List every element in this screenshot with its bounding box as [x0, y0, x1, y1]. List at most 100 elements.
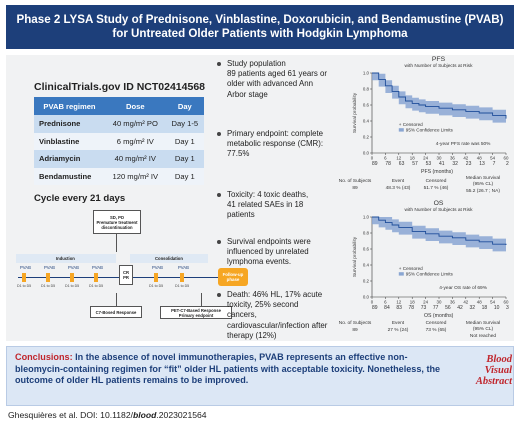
pfs-note: 4-year PFS rate was 50%	[436, 141, 491, 147]
os-y-tick-label: 0.8	[363, 231, 370, 236]
drug-dose: 6 mg/m² IV	[104, 132, 166, 150]
pfs-y-tick-label: 1.0	[363, 71, 370, 76]
pfs-x-tick-label: 48	[477, 156, 482, 161]
consolidation-label: Consolidation	[155, 256, 183, 261]
pfs-y-tick-label: 0.0	[363, 151, 370, 156]
os-stat-header: Median Survival (95% CL)	[465, 321, 501, 332]
drug-dose: 120 mg/m² IV	[104, 167, 166, 185]
pfs-subtitle: with Number of Subjects at Risk	[404, 64, 473, 69]
pfs-survival-curve	[372, 72, 507, 119]
pfs-legend-ci: 95% Confidence Limits	[406, 127, 454, 132]
pfs-legend-swatch	[398, 128, 404, 132]
follow-up-text: Follow-up phase	[222, 272, 244, 282]
pfs-stat-header: Event	[391, 179, 405, 184]
os-y-tick-label: 1.0	[363, 215, 370, 220]
os-stat-value: 27 % (24)	[387, 328, 409, 333]
citation-suffix: .2023021564	[156, 410, 207, 420]
header-title-line2: for Untreated Older Patients with Hodgki…	[112, 27, 408, 40]
os-survival-curve	[372, 216, 507, 245]
pfs-stat-header: Censored	[425, 179, 447, 184]
bullet-toxicity: Toxicity: 4 toxic deaths, 41 related SAE…	[217, 190, 330, 221]
pfs-x-tick-label: 6	[384, 156, 387, 161]
header-title-line1: Phase 2 LYSA Study of Prednisone, Vinbla…	[16, 13, 504, 26]
drug-dose: 40 mg/m² PO	[104, 115, 166, 133]
os-chart: 0.0 0.2 0.4 0.6 0.8 1.0 0 6 12 18 24 30 36 42 48 54 60 Su…	[352, 215, 509, 305]
pfs-x-tick-label: 0	[371, 156, 374, 161]
trial-id[interactable]: ClinicalTrials.gov ID NCT02414568	[34, 81, 205, 93]
bullet-primary-endpoint: Primary endpoint: complete metabolic res…	[217, 129, 330, 160]
citation-prefix: Ghesquières et al. DOI: 10.1182/	[8, 410, 133, 420]
drug-day: Day 1	[165, 167, 204, 185]
os-x-tick-label: 18	[410, 300, 415, 305]
os-stat-value: Not reached	[469, 334, 497, 339]
os-x-tick-label: 54	[490, 300, 495, 305]
os-at-risk-count: 73	[420, 305, 427, 311]
table-row: Adriamycin 40 mg/m² IV Day 1	[34, 150, 204, 168]
day-label: D1 to D5	[149, 284, 164, 288]
content-panel: ClinicalTrials.gov ID NCT02414568 PVAB r…	[6, 55, 514, 341]
pfs-at-risk-count: 7	[492, 161, 496, 167]
pfs-ylabel: Survival probability	[352, 92, 358, 133]
pfs-at-risk-count: 41	[439, 161, 445, 167]
table-row: Prednisone 40 mg/m² PO Day 1-5	[34, 115, 204, 133]
follow-up-box: Follow-up phase	[218, 268, 248, 286]
bullet-study-population: Study population 89 patients aged 61 yea…	[217, 59, 330, 100]
pfs-confidence-band	[372, 73, 506, 126]
os-at-risk-count: 56	[445, 305, 451, 311]
pfs-x-tick-label: 12	[396, 156, 401, 161]
pfs-at-risk-count: 57	[412, 161, 418, 167]
connector-line	[201, 293, 202, 306]
pfs-x-tick-label: 42	[463, 156, 468, 161]
table-header-dose: Dose	[104, 97, 166, 115]
day-label: D1 to D5	[17, 284, 32, 288]
conclusions-body: In the absence of novel immunotherapies,…	[15, 352, 441, 386]
os-legend-censored: + Censored	[399, 266, 423, 271]
drug-name: Vinblastine	[34, 132, 105, 150]
pfs-title: PFS	[431, 56, 446, 63]
dose-marker	[94, 273, 98, 282]
stop-box: SD, PD Premature treatment discontinuati…	[93, 210, 141, 234]
table-header-day: Day	[165, 97, 204, 115]
pfs-chart: 0.0 0.2 0.4 0.6 0.8 1.0 0 6 12 18 24 30 36 42 48 54 60 Su…	[352, 71, 509, 161]
os-x-tick-label: 42	[463, 300, 468, 305]
pfs-x-tick-label: 24	[423, 156, 428, 161]
crpr-text: CR PR	[122, 270, 130, 280]
os-stat-header: Event	[391, 321, 405, 326]
os-y-tick-label: 0.4	[363, 263, 370, 268]
drug-day: Day 1	[165, 150, 204, 168]
bullet-death: Death: 46% HL, 17% acute toxicity, 25% s…	[217, 290, 330, 341]
arm-label: PVAB	[92, 265, 103, 270]
pfs-x-tick-label: 54	[490, 156, 495, 161]
os-xlabel: OS (months)	[424, 313, 454, 319]
drug-day: Day 1	[165, 132, 204, 150]
pfs-stat-value: 55.2 (26.7 ; NA)	[466, 189, 500, 194]
pet-response-box: PET-C7-Based Response Primary endpoint	[160, 306, 232, 319]
os-stat-header: No. of Subjects	[338, 321, 372, 326]
pfs-y-tick-label: 0.2	[363, 135, 370, 140]
conclusions-box: Conclusions: In the absence of novel imm…	[6, 346, 514, 406]
conclusions-text: Conclusions: In the absence of novel imm…	[15, 352, 445, 387]
os-x-tick-label: 24	[423, 300, 428, 305]
pfs-at-risk-count: 13	[479, 161, 485, 167]
pfs-stat-header: Median Survival (95% CL)	[465, 176, 501, 187]
table-header-regimen: PVAB regimen	[34, 97, 105, 115]
visual-abstract-logo: Blood Visual Abstract	[452, 354, 512, 387]
induction-label: Induction	[56, 256, 75, 261]
pfs-x-tick-label: 18	[410, 156, 415, 161]
drug-name: Adriamycin	[34, 150, 105, 168]
os-note: 4-year OS rate of 69%	[439, 285, 487, 291]
os-at-risk-count: 18	[481, 305, 488, 311]
abstract-header: Phase 2 LYSA Study of Prednisone, Vinbla…	[6, 5, 514, 49]
os-at-risk-count: 42	[457, 305, 463, 311]
connector-line	[116, 293, 117, 306]
os-x-tick-label: 60	[504, 300, 509, 305]
consolidation-bar: Consolidation	[130, 254, 208, 263]
citation-journal: blood	[133, 410, 157, 420]
os-x-tick-label: 12	[396, 300, 401, 305]
os-x-tick-label: 0	[371, 300, 374, 305]
os-stat-header: Censored	[425, 321, 447, 326]
os-at-risk-count: 10	[493, 305, 500, 311]
brand-word: Visual	[484, 365, 512, 376]
citation[interactable]: Ghesquières et al. DOI: 10.1182/blood.20…	[8, 410, 207, 420]
os-stat-value: 89	[352, 328, 358, 333]
